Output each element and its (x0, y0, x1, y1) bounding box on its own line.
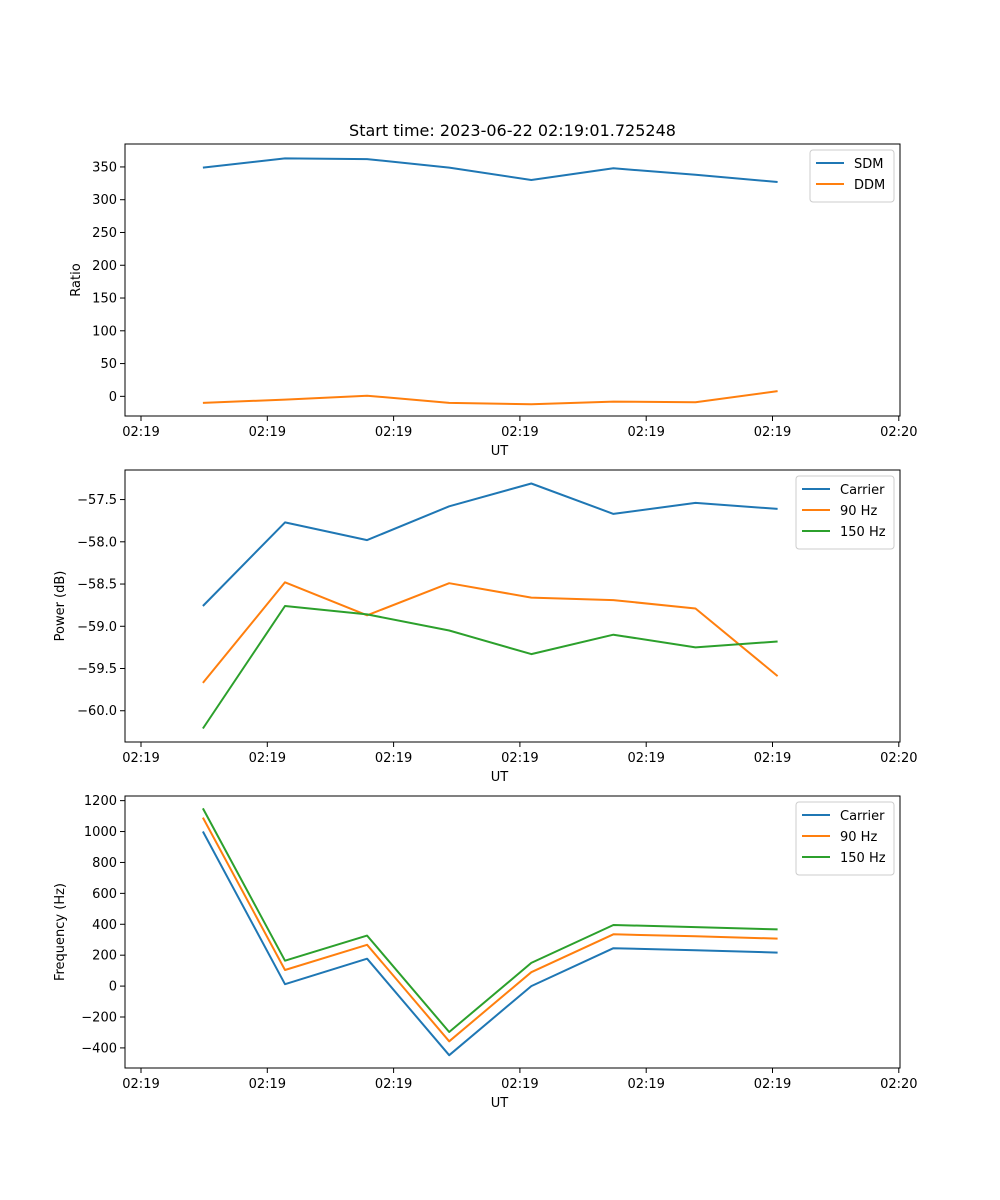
x-tick-label: 02:19 (754, 1077, 791, 1092)
axes-frame (124, 469, 901, 743)
y-tick-label: −60.0 (77, 704, 117, 719)
x-tick-label: 02:19 (375, 1077, 412, 1092)
series-line-sdm (202, 157, 778, 183)
series-line-carrier (202, 482, 778, 607)
legend-label: DDM (854, 178, 885, 193)
y-tick-label: −59.5 (77, 662, 117, 677)
x-tick-label: 02:19 (122, 1077, 159, 1092)
series-line-carrier (202, 831, 778, 1057)
x-axis-label: UT (491, 1096, 509, 1111)
x-tick-label: 02:20 (880, 1077, 917, 1092)
y-tick-label: 200 (92, 949, 117, 964)
x-tick-label: 02:20 (880, 425, 917, 440)
x-tick-label: 02:19 (501, 425, 538, 440)
series-line-90-hz (202, 817, 778, 1043)
y-tick-label: 1200 (84, 794, 117, 809)
y-tick-label: 600 (92, 887, 117, 902)
x-tick-label: 02:19 (501, 751, 538, 766)
y-tick-label: 0 (109, 980, 117, 995)
y-axis-label: Frequency (Hz) (53, 883, 68, 981)
legend: Carrier 90 Hz 150 Hz (795, 475, 895, 550)
x-tick-label: 02:19 (122, 425, 159, 440)
y-tick-label: −58.0 (77, 535, 117, 550)
x-tick-label: 02:19 (375, 425, 412, 440)
legend-label: 90 Hz (840, 504, 877, 519)
legend-label: Carrier (840, 483, 885, 498)
chart-panel-1: 02:19 02:19 02:19 02:19 02:19 02:19 02:20 0 50 10… (69, 143, 918, 459)
chart-panel-3: 02:19 02:19 02:19 02:19 02:19 02:19 02:20 −400 −… (53, 794, 918, 1111)
x-tick-label: 02:19 (375, 751, 412, 766)
x-tick-label: 02:19 (501, 1077, 538, 1092)
x-tick-label: 02:19 (122, 751, 159, 766)
y-tick-label: −59.0 (77, 620, 117, 635)
x-tick-label: 02:19 (249, 751, 286, 766)
axes-frame (124, 143, 901, 417)
series-line-150-hz (202, 807, 778, 1033)
series-line-ddm (202, 390, 778, 406)
legend-label: 90 Hz (840, 830, 877, 845)
x-tick-label: 02:19 (754, 425, 791, 440)
x-tick-label: 02:19 (249, 1077, 286, 1092)
chart-panel-2: 02:19 02:19 02:19 02:19 02:19 02:19 02:20 −60.0… (53, 469, 918, 785)
legend-label: 150 Hz (840, 851, 886, 866)
y-tick-label: 800 (92, 856, 117, 871)
legend: Carrier 90 Hz 150 Hz (795, 801, 895, 876)
y-axis-label: Power (dB) (53, 571, 68, 642)
y-tick-label: 0 (109, 390, 117, 405)
x-tick-label: 02:19 (249, 425, 286, 440)
y-tick-label: −57.5 (77, 493, 117, 508)
x-axis-label: UT (491, 444, 509, 459)
y-axis-label: Ratio (69, 263, 84, 296)
y-tick-label: −200 (81, 1011, 117, 1026)
y-tick-label: 300 (92, 193, 117, 208)
x-tick-label: 02:19 (627, 1077, 664, 1092)
y-tick-label: 1000 (84, 825, 117, 840)
y-tick-label: 400 (92, 918, 117, 933)
x-tick-label: 02:20 (880, 751, 917, 766)
x-tick-label: 02:19 (627, 425, 664, 440)
x-tick-label: 02:19 (754, 751, 791, 766)
series-line-90-hz (202, 581, 779, 684)
legend-label: 150 Hz (840, 525, 886, 540)
y-tick-label: −58.5 (77, 578, 117, 593)
legend: SDM DDM (809, 149, 895, 203)
figure-title: Start time: 2023-06-22 02:19:01.725248 (349, 121, 676, 140)
y-tick-label: 150 (92, 292, 117, 307)
y-tick-label: 350 (92, 160, 117, 175)
chart-panels: 02:19 02:19 02:19 02:19 02:19 02:19 02:20 0 50 10… (53, 143, 918, 1111)
x-axis-label: UT (491, 770, 509, 785)
legend-label: Carrier (840, 809, 885, 824)
axes-frame (124, 795, 901, 1069)
y-tick-label: 50 (100, 357, 117, 372)
y-tick-label: −400 (81, 1041, 117, 1056)
y-tick-label: 250 (92, 226, 117, 241)
legend-label: SDM (854, 157, 883, 172)
y-tick-label: 100 (92, 324, 117, 339)
y-tick-label: 200 (92, 259, 117, 274)
x-tick-label: 02:19 (627, 751, 664, 766)
series-line-150-hz (202, 605, 778, 730)
